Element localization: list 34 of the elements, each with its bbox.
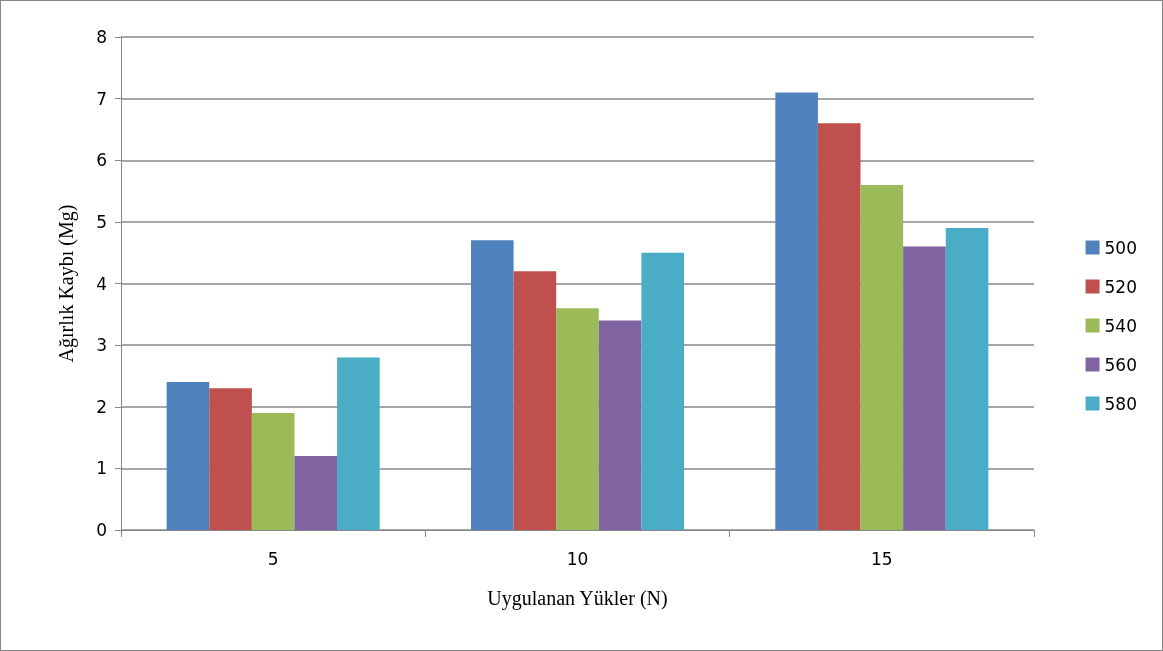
- x-tick-label: 15: [871, 548, 893, 569]
- y-tick-label: 3: [96, 335, 107, 356]
- y-tick-label: 6: [96, 150, 107, 171]
- y-axis-title: Ağırlık Kaybı (Mg): [55, 204, 78, 363]
- bar: [294, 456, 338, 530]
- y-tick-label: 8: [96, 27, 107, 47]
- x-tick-label: 10: [566, 548, 589, 569]
- bar: [166, 382, 210, 530]
- y-tick-label: 4: [96, 273, 107, 294]
- bar: [337, 357, 380, 530]
- y-tick-label: 5: [96, 211, 107, 232]
- legend-label: 520: [1104, 276, 1138, 297]
- bar: [598, 320, 642, 530]
- bar: [513, 271, 557, 530]
- y-tick-label: 0: [96, 520, 107, 540]
- legend-label: 500: [1104, 237, 1138, 258]
- legend-label: 580: [1104, 393, 1138, 414]
- bar: [209, 388, 252, 530]
- y-tick-label: 1: [96, 458, 107, 479]
- bar: [775, 92, 818, 530]
- bar: [903, 246, 946, 530]
- x-tick-label: 5: [267, 548, 279, 569]
- legend-label: 540: [1104, 315, 1138, 336]
- bar: [945, 228, 989, 530]
- bar: [470, 240, 514, 530]
- x-axis-title: Uygulanan Yükler (N): [487, 587, 668, 610]
- bar: [251, 412, 295, 530]
- bar: [556, 308, 599, 530]
- bar: [817, 123, 861, 530]
- y-tick-label: 2: [96, 396, 107, 417]
- y-tick-label: 7: [96, 88, 107, 109]
- bar: [860, 184, 904, 530]
- legend-label: 560: [1104, 354, 1138, 375]
- bar: [641, 252, 685, 530]
